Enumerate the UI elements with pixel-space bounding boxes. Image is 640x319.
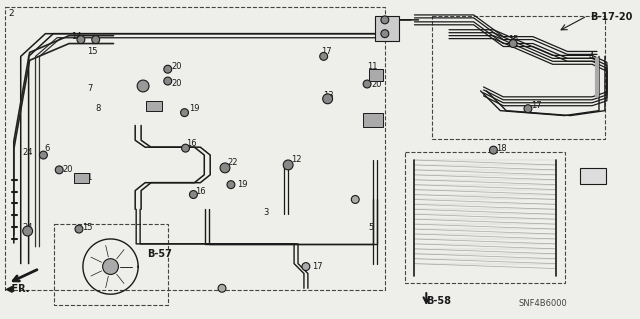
Text: 1: 1 [589,170,595,179]
Circle shape [302,263,310,271]
Text: 3: 3 [264,208,269,217]
Text: 15: 15 [508,35,518,44]
Text: 2: 2 [8,10,13,19]
Circle shape [55,166,63,174]
Text: 17: 17 [531,101,541,110]
Circle shape [189,190,197,198]
Circle shape [320,52,328,60]
Circle shape [381,16,389,24]
Text: SNF4B6000: SNF4B6000 [518,299,567,308]
Circle shape [164,65,172,73]
Text: 19: 19 [189,104,200,113]
Circle shape [363,80,371,88]
Text: 21: 21 [82,173,92,182]
Text: B-17-20: B-17-20 [590,12,632,22]
Circle shape [137,80,149,92]
Text: 20: 20 [172,62,182,71]
Text: 20: 20 [62,165,73,174]
Text: 22: 22 [227,159,237,167]
Circle shape [227,181,235,189]
Text: 16: 16 [186,139,197,148]
Bar [54,224,168,305]
Circle shape [40,151,47,159]
Text: 24: 24 [22,148,33,157]
Text: 11: 11 [367,62,378,71]
Text: B-58: B-58 [426,296,451,306]
Circle shape [164,77,172,85]
Circle shape [102,259,118,274]
Circle shape [524,105,532,113]
Text: 15: 15 [82,223,92,232]
Bar [404,152,566,283]
Text: 20: 20 [172,78,182,87]
Text: 14: 14 [71,32,81,41]
Bar [375,16,399,41]
Text: 17: 17 [321,47,332,56]
Text: 24: 24 [22,223,33,232]
Text: 8: 8 [96,104,101,113]
Bar [432,16,605,139]
Circle shape [218,284,226,292]
Text: 13: 13 [323,91,333,100]
Text: 4: 4 [588,52,593,61]
Circle shape [77,36,85,44]
Text: B-57: B-57 [147,249,172,259]
Bar [369,69,383,81]
Circle shape [22,226,33,236]
Text: 20: 20 [371,79,381,88]
Circle shape [381,30,389,38]
Circle shape [92,36,100,44]
Text: ◀FR.: ◀FR. [5,283,31,293]
Text: 18: 18 [497,144,507,153]
Text: 17: 17 [312,262,323,271]
Bar [146,101,162,111]
Bar [363,113,383,127]
Text: 9: 9 [367,114,372,123]
Circle shape [323,94,333,104]
Circle shape [351,196,359,204]
Text: 7: 7 [87,85,92,93]
Text: 6: 6 [44,144,50,153]
Circle shape [180,109,189,116]
Circle shape [509,40,517,48]
Text: 15: 15 [87,47,97,56]
Text: 12: 12 [291,155,301,165]
Text: 19: 19 [237,180,247,189]
Circle shape [75,225,83,233]
Bar [5,7,385,290]
Bar [74,173,89,183]
Circle shape [490,146,497,154]
Text: 5: 5 [368,223,373,232]
Circle shape [284,160,293,170]
Text: 16: 16 [195,187,206,196]
Circle shape [182,144,189,152]
Bar [580,168,606,184]
Circle shape [220,163,230,173]
